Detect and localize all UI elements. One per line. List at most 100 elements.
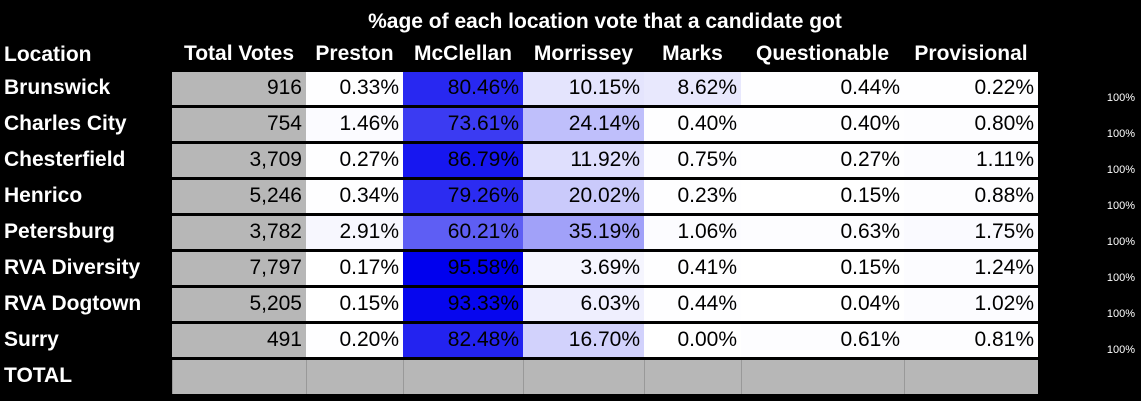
mcclellan-cell[interactable]: 82.48%: [403, 320, 523, 358]
mcclellan-cell[interactable]: 80.46%: [403, 68, 523, 106]
header-marks[interactable]: Marks: [644, 40, 741, 70]
table-row: Henrico 5,246 0.34% 79.26% 20.02% 0.23% 0.15% 0…: [0, 176, 1141, 214]
header-row: Location Total Votes Preston McClellan M…: [0, 40, 1141, 70]
marks-cell[interactable]: 0.40%: [644, 104, 741, 142]
header-preston[interactable]: Preston: [306, 40, 403, 70]
preston-cell[interactable]: 2.91%: [306, 212, 403, 250]
total-empty-cell[interactable]: [903, 356, 1038, 394]
questionable-cell[interactable]: 0.15%: [741, 248, 904, 286]
total-votes-cell[interactable]: 5,205: [172, 284, 306, 322]
morrissey-cell[interactable]: 11.92%: [523, 140, 644, 178]
morrissey-cell[interactable]: 35.19%: [523, 212, 644, 250]
preston-cell[interactable]: 0.20%: [306, 320, 403, 358]
provisional-cell[interactable]: 1.02%: [904, 284, 1038, 322]
mcclellan-cell[interactable]: 73.61%: [403, 104, 523, 142]
row-sum-cell[interactable]: 100%: [1038, 286, 1141, 322]
total-empty-cell[interactable]: [522, 356, 644, 394]
morrissey-cell[interactable]: 24.14%: [523, 104, 644, 142]
preston-cell[interactable]: 0.33%: [306, 68, 403, 106]
marks-cell[interactable]: 1.06%: [644, 212, 741, 250]
header-mcclellan[interactable]: McClellan: [403, 40, 523, 70]
mcclellan-cell[interactable]: 60.21%: [403, 212, 523, 250]
header-total-votes[interactable]: Total Votes: [172, 40, 306, 70]
marks-cell[interactable]: 0.41%: [644, 248, 741, 286]
provisional-cell[interactable]: 1.11%: [904, 140, 1038, 178]
mcclellan-cell[interactable]: 93.33%: [403, 284, 523, 322]
questionable-cell[interactable]: 0.15%: [741, 176, 904, 214]
row-sum-cell[interactable]: 100%: [1038, 250, 1141, 286]
questionable-cell[interactable]: 0.61%: [741, 320, 904, 358]
row-sum-cell[interactable]: 100%: [1038, 106, 1141, 142]
row-sum-cell[interactable]: 100%: [1038, 322, 1141, 358]
total-row: TOTAL: [0, 356, 1141, 394]
table-row: Petersburg 3,782 2.91% 60.21% 35.19% 1.06% 0.6…: [0, 212, 1141, 250]
header-morrissey[interactable]: Morrissey: [523, 40, 644, 70]
mcclellan-cell[interactable]: 79.26%: [403, 176, 523, 214]
provisional-cell[interactable]: 0.22%: [904, 68, 1038, 106]
location-cell[interactable]: Charles City: [0, 106, 172, 142]
morrissey-cell[interactable]: 10.15%: [523, 68, 644, 106]
total-votes-cell[interactable]: 5,246: [172, 176, 306, 214]
morrissey-cell[interactable]: 6.03%: [523, 284, 644, 322]
marks-cell[interactable]: 0.23%: [644, 176, 741, 214]
preston-cell[interactable]: 0.27%: [306, 140, 403, 178]
location-cell[interactable]: Petersburg: [0, 214, 172, 250]
morrissey-cell[interactable]: 3.69%: [523, 248, 644, 286]
total-sum-cell[interactable]: [1038, 358, 1141, 394]
total-votes-cell[interactable]: 754: [172, 104, 306, 142]
vote-share-table: Location Total Votes Preston McClellan M…: [0, 40, 1141, 394]
provisional-cell[interactable]: 0.80%: [904, 104, 1038, 142]
total-empty-cell[interactable]: [402, 356, 523, 394]
questionable-cell[interactable]: 0.04%: [741, 284, 904, 322]
marks-cell[interactable]: 8.62%: [644, 68, 741, 106]
provisional-cell[interactable]: 1.24%: [904, 248, 1038, 286]
preston-cell[interactable]: 0.34%: [306, 176, 403, 214]
row-sum-cell[interactable]: 100%: [1038, 214, 1141, 250]
provisional-cell[interactable]: 0.81%: [904, 320, 1038, 358]
questionable-cell[interactable]: 0.27%: [741, 140, 904, 178]
location-cell[interactable]: Chesterfield: [0, 142, 172, 178]
table-row: Surry 491 0.20% 82.48% 16.70% 0.00% 0.61% 0.81%…: [0, 320, 1141, 358]
questionable-cell[interactable]: 0.63%: [741, 212, 904, 250]
location-cell[interactable]: Henrico: [0, 178, 172, 214]
header-questionable[interactable]: Questionable: [741, 40, 904, 70]
table-row: RVA Diversity 7,797 0.17% 95.58% 3.69% 0.41% 0…: [0, 248, 1141, 286]
provisional-cell[interactable]: 1.75%: [904, 212, 1038, 250]
location-cell[interactable]: RVA Dogtown: [0, 286, 172, 322]
questionable-cell[interactable]: 0.44%: [741, 68, 904, 106]
total-votes-cell[interactable]: 491: [172, 320, 306, 358]
location-cell[interactable]: Surry: [0, 322, 172, 358]
table-row: Chesterfield 3,709 0.27% 86.79% 11.92% 0.75% 0…: [0, 140, 1141, 178]
preston-cell[interactable]: 1.46%: [306, 104, 403, 142]
mcclellan-cell[interactable]: 95.58%: [403, 248, 523, 286]
table-row: Brunswick 916 0.33% 80.46% 10.15% 8.62% 0.44% 0…: [0, 68, 1141, 106]
marks-cell[interactable]: 0.00%: [644, 320, 741, 358]
header-location[interactable]: Location: [0, 40, 172, 70]
morrissey-cell[interactable]: 16.70%: [523, 320, 644, 358]
total-empty-cell[interactable]: [305, 356, 403, 394]
row-sum-cell[interactable]: 100%: [1038, 70, 1141, 106]
preston-cell[interactable]: 0.15%: [306, 284, 403, 322]
marks-cell[interactable]: 0.44%: [644, 284, 741, 322]
total-votes-cell[interactable]: 916: [172, 68, 306, 106]
location-cell[interactable]: RVA Diversity: [0, 250, 172, 286]
total-votes-cell[interactable]: 7,797: [172, 248, 306, 286]
total-label-cell[interactable]: TOTAL: [0, 358, 172, 394]
preston-cell[interactable]: 0.17%: [306, 248, 403, 286]
morrissey-cell[interactable]: 20.02%: [523, 176, 644, 214]
total-empty-cell[interactable]: [643, 356, 741, 394]
marks-cell[interactable]: 0.75%: [644, 140, 741, 178]
row-sum-cell[interactable]: 100%: [1038, 178, 1141, 214]
table-row: Charles City 754 1.46% 73.61% 24.14% 0.40% 0.4…: [0, 104, 1141, 142]
mcclellan-cell[interactable]: 86.79%: [403, 140, 523, 178]
provisional-cell[interactable]: 0.88%: [904, 176, 1038, 214]
questionable-cell[interactable]: 0.40%: [741, 104, 904, 142]
header-provisional[interactable]: Provisional: [904, 40, 1038, 70]
location-cell[interactable]: Brunswick: [0, 70, 172, 106]
total-empty-cell[interactable]: [171, 356, 306, 394]
total-votes-cell[interactable]: 3,709: [172, 140, 306, 178]
total-votes-cell[interactable]: 3,782: [172, 212, 306, 250]
total-empty-cell[interactable]: [740, 356, 904, 394]
sheet-title: %age of each location vote that a candid…: [368, 10, 842, 33]
row-sum-cell[interactable]: 100%: [1038, 142, 1141, 178]
